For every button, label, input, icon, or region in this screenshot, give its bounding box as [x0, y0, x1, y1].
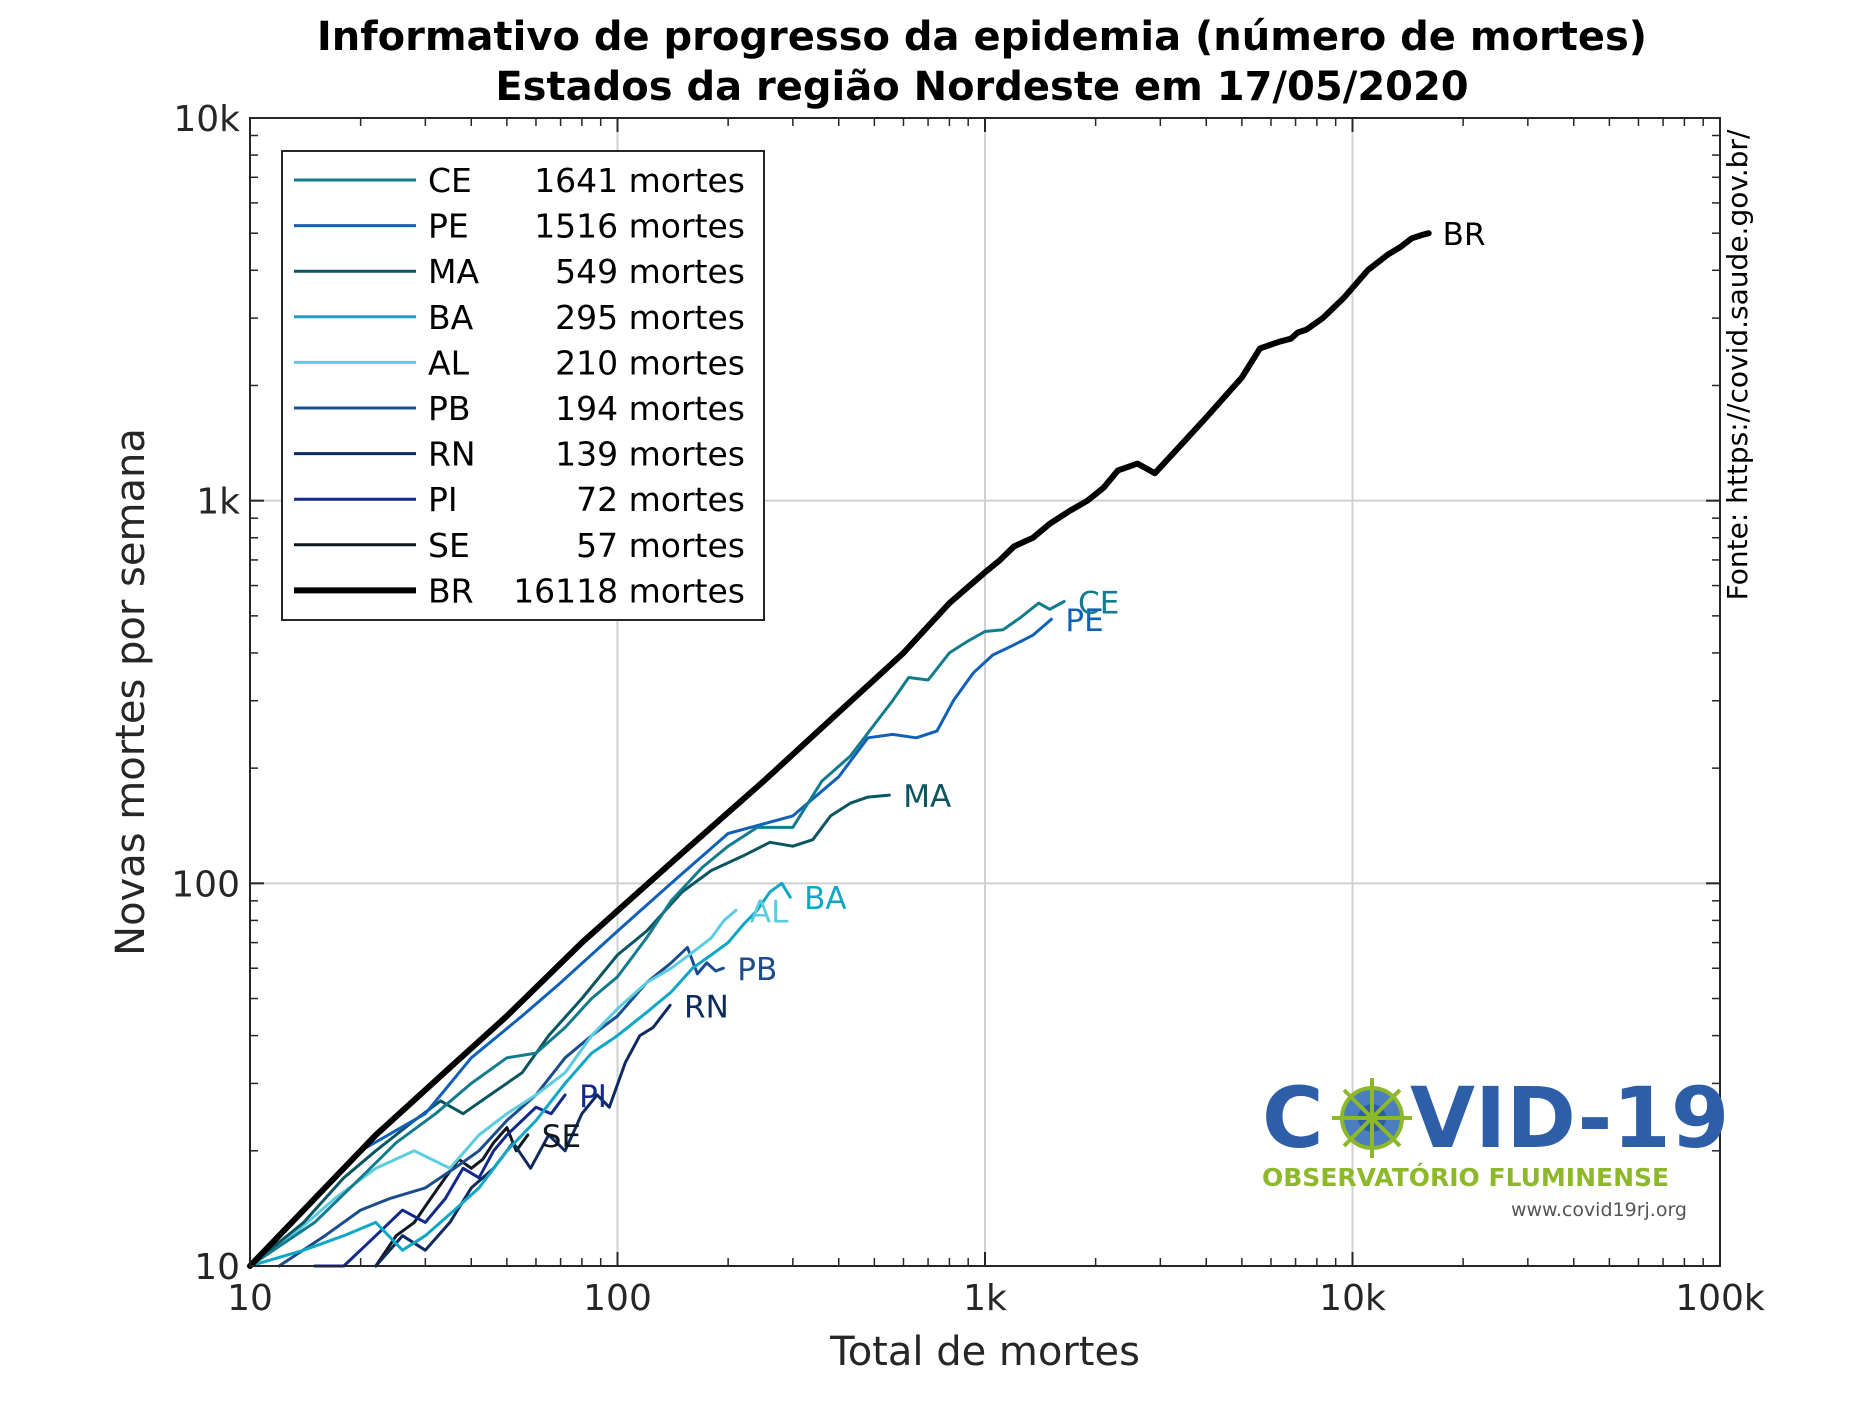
y-tick-labels: 10 100 1k 10k [171, 99, 240, 1288]
logo-sub-text: OBSERVATÓRIO FLUMINENSE [1262, 1162, 1669, 1192]
legend-name-rn: RN [428, 435, 476, 474]
legend-name-br: BR [428, 571, 474, 610]
legend-name-al: AL [428, 343, 470, 382]
legend-name-pe: PE [428, 207, 469, 246]
end-label-pb: PB [737, 952, 777, 988]
end-label-ma: MA [903, 779, 951, 815]
chart-subtitle: Estados da região Nordeste em 17/05/2020 [495, 64, 1468, 110]
series-line-ba [248, 881, 792, 1268]
series-line-ma [248, 793, 891, 1268]
x-tick-labels: 10 100 1k 10k 100k [227, 1278, 1765, 1319]
series-line-pb [277, 945, 725, 1268]
legend-value-pb: 194 mortes [555, 389, 745, 428]
series-line-br [247, 230, 1432, 1269]
x-tick-label: 1k [963, 1278, 1007, 1319]
end-label-ba: BA [804, 881, 846, 917]
plot-frame [249, 117, 1721, 1267]
legend-name-se: SE [428, 526, 470, 565]
legend-value-pe: 1516 mortes [534, 207, 745, 246]
end-label-pi: PI [579, 1079, 607, 1115]
end-label-se: SE [542, 1119, 581, 1155]
chart-title: Informativo de progresso da epidemia (nú… [317, 14, 1647, 60]
legend-value-ce: 1641 mortes [534, 161, 745, 200]
end-label-rn: RN [684, 989, 729, 1025]
x-tick-label: 10 [227, 1278, 273, 1319]
legend-value-ma: 549 mortes [555, 252, 745, 291]
legend-name-ce: CE [428, 161, 472, 200]
legend-name-ba: BA [428, 298, 474, 337]
series-line-rn [374, 1003, 672, 1268]
series-line-pe [248, 617, 1053, 1268]
legend-value-br: 16118 mortes [513, 571, 745, 610]
y-axis-label: Novas mortes por semana [108, 428, 154, 956]
series-line-ce [248, 600, 1066, 1268]
legend-name-ma: MA [428, 252, 479, 291]
end-label-pe: PE [1065, 603, 1103, 639]
y-tick-label: 10k [173, 99, 240, 140]
legend-value-ba: 295 mortes [555, 298, 745, 337]
y-tick-label: 100 [171, 864, 240, 905]
end-label-al: AL [750, 894, 789, 930]
end-label-ce: CE [1078, 586, 1119, 622]
x-tick-label: 10k [1319, 1278, 1386, 1319]
end-label-br: BR [1443, 217, 1486, 253]
covid19-logo: C VID-19 OBSERVATÓRIO FLUMINENSE www.cov… [1262, 1069, 1729, 1221]
legend: CE 1641 mortes PE 1516 mortes MA 549 mortes BA… [281, 150, 765, 621]
logo-url-text: www.covid19rj.org [1511, 1199, 1687, 1221]
legend-box [281, 150, 765, 621]
virus-icon [1332, 1078, 1412, 1158]
source-note: Fonte: https://covid.saude.gov.br/ [1721, 129, 1754, 600]
logo-main-text-rest: VID-19 [1410, 1069, 1729, 1167]
series-line-pi [313, 1093, 567, 1268]
legend-value-se: 57 mortes [576, 526, 745, 565]
legend-value-rn: 139 mortes [555, 435, 745, 474]
series-lines [247, 230, 1432, 1269]
series-line-al [248, 908, 738, 1268]
logo-main-text: C [1262, 1069, 1324, 1167]
x-axis-label: Total de mortes [829, 1329, 1140, 1375]
legend-value-pi: 72 mortes [576, 480, 745, 519]
legend-name-pi: PI [428, 480, 458, 519]
y-tick-label: 10 [194, 1247, 240, 1288]
legend-value-al: 210 mortes [555, 343, 745, 382]
x-tick-label: 100k [1675, 1278, 1765, 1319]
y-tick-label: 1k [196, 482, 240, 523]
x-tick-label: 100 [583, 1278, 652, 1319]
legend-name-pb: PB [428, 389, 471, 428]
